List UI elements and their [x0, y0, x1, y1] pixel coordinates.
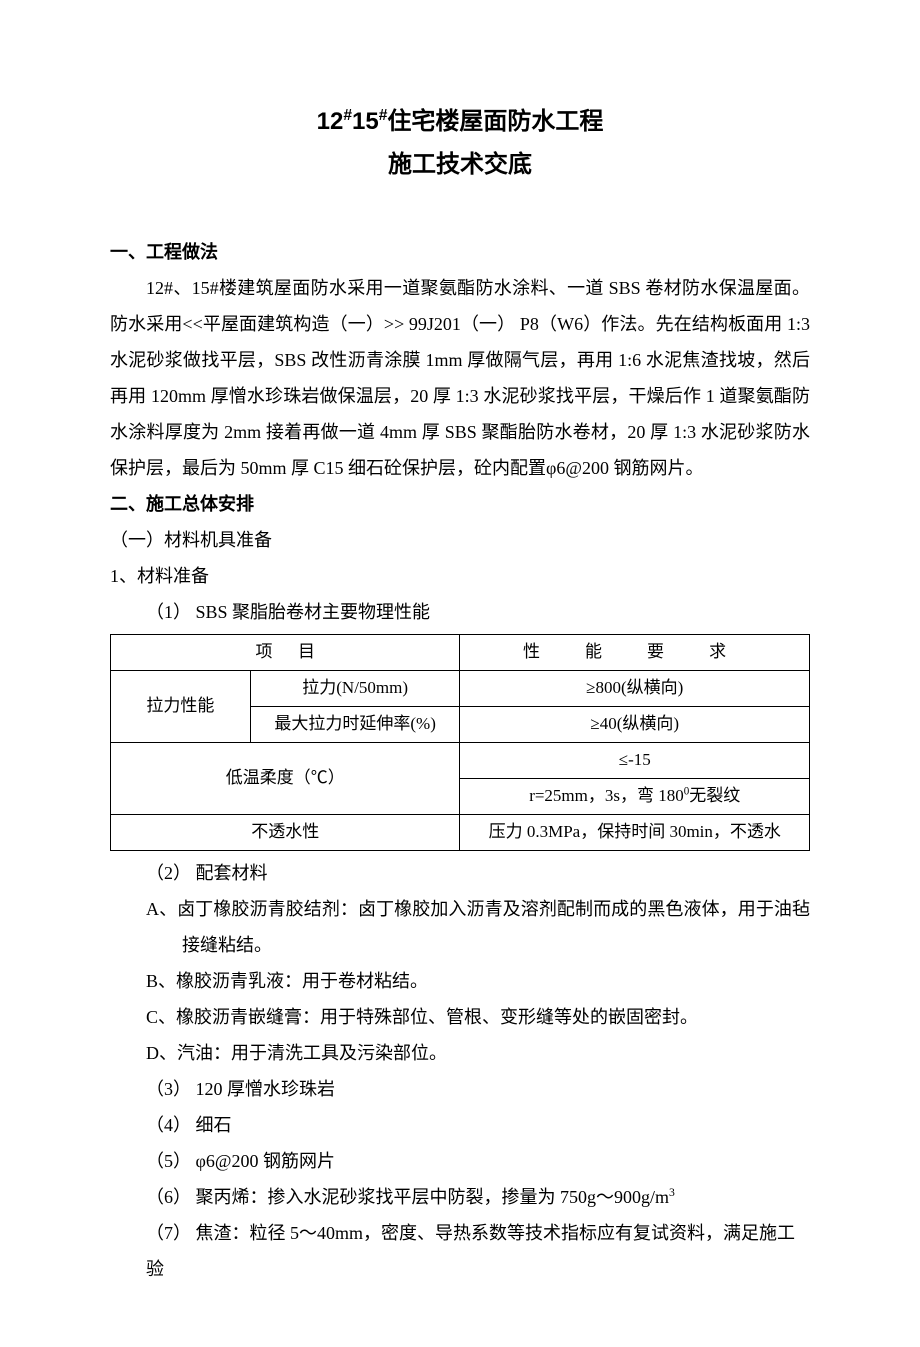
lowtemp-b-post: 无裂纹 [689, 786, 740, 805]
table-header-row: 项 目 性 能 要 求 [111, 635, 810, 671]
section-2-1-3: （3） 120 厚憎水珍珠岩 [110, 1071, 810, 1107]
sec2-1-6-sup: 3 [669, 1186, 675, 1199]
section-2-1-6: （6） 聚丙烯：掺入水泥砂浆找平层中防裂，掺量为 750g～900g/m3 [110, 1179, 810, 1215]
section-2-1-5: （5） φ6@200 钢筋网片 [110, 1143, 810, 1179]
material-c: C、橡胶沥青嵌缝膏：用于特殊部位、管根、变形缝等处的嵌固密封。 [110, 999, 810, 1035]
section-2-1-1: （1） SBS 聚脂胎卷材主要物理性能 [110, 594, 810, 630]
material-b: B、橡胶沥青乳液：用于卷材粘结。 [110, 963, 810, 999]
section-1-body: 12#、15#楼建筑屋面防水采用一道聚氨酯防水涂料、一道 SBS 卷材防水保温屋… [110, 270, 810, 486]
table-row: 不透水性 压力 0.3MPа，保持时间 30min，不透水 [111, 814, 810, 850]
header-req-text: 性 能 要 求 [523, 642, 747, 661]
header-item-a: 项 [255, 642, 272, 661]
section-2-1-2: （2） 配套材料 [110, 855, 810, 891]
material-d: D、汽油：用于清洗工具及污染部位。 [110, 1035, 810, 1071]
cell-lowtemp-label: 低温柔度（℃） [111, 743, 460, 815]
table-row: 拉力性能 拉力(N/50mm) ≥800(纵横向) [111, 671, 810, 707]
spec-table: 项 目 性 能 要 求 拉力性能 拉力(N/50mm) ≥800(纵横向) 最大… [110, 634, 810, 850]
section-2-1: 1、材料准备 [110, 558, 810, 594]
lowtemp-b-pre: r=25mm，3s，弯 180 [529, 786, 684, 805]
table-row: 低温柔度（℃） ≤-15 [111, 743, 810, 779]
cell-tensile-item-a: 拉力(N/50mm) [250, 671, 460, 707]
title-sup1: # [343, 107, 352, 124]
table-header-item: 项 目 [111, 635, 460, 671]
document-page: 12#15#住宅楼屋面防水工程 施工技术交底 一、工程做法 12#、15#楼建筑… [0, 0, 920, 1347]
cell-lowtemp-req-b: r=25mm，3s，弯 1800无裂纹 [460, 778, 810, 814]
section-1-heading: 一、工程做法 [110, 234, 810, 270]
cell-waterproof-label: 不透水性 [111, 814, 460, 850]
doc-title-line1: 12#15#住宅楼屋面防水工程 [110, 100, 810, 143]
cell-tensile-req-b: ≥40(纵横向) [460, 707, 810, 743]
title-text-mid: 15 [352, 108, 379, 135]
doc-title-line2: 施工技术交底 [110, 143, 810, 186]
cell-tensile-req-a: ≥800(纵横向) [460, 671, 810, 707]
section-2-1-4: （4） 细石 [110, 1107, 810, 1143]
sec2-1-6-pre: （6） 聚丙烯：掺入水泥砂浆找平层中防裂，掺量为 750g～900g/m [146, 1187, 669, 1207]
section-2-heading: 二、施工总体安排 [110, 486, 810, 522]
title-text-pre: 12 [317, 108, 344, 135]
header-item-b: 目 [298, 642, 315, 661]
cell-tensile-label: 拉力性能 [111, 671, 251, 743]
table-header-req: 性 能 要 求 [460, 635, 810, 671]
section-2-sub1: （一）材料机具准备 [110, 522, 810, 558]
material-a: A、卤丁橡胶沥青胶结剂：卤丁橡胶加入沥青及溶剂配制而成的黑色液体，用于油毡接缝粘… [110, 891, 810, 963]
title-text-post: 住宅楼屋面防水工程 [387, 108, 603, 135]
cell-tensile-item-b: 最大拉力时延伸率(%) [250, 707, 460, 743]
cell-lowtemp-req-a: ≤-15 [460, 743, 810, 779]
cell-waterproof-req: 压力 0.3MPа，保持时间 30min，不透水 [460, 814, 810, 850]
section-2-1-7: （7） 焦渣：粒径 5～40mm，密度、导热系数等技术指标应有复试资料，满足施工… [110, 1215, 810, 1287]
